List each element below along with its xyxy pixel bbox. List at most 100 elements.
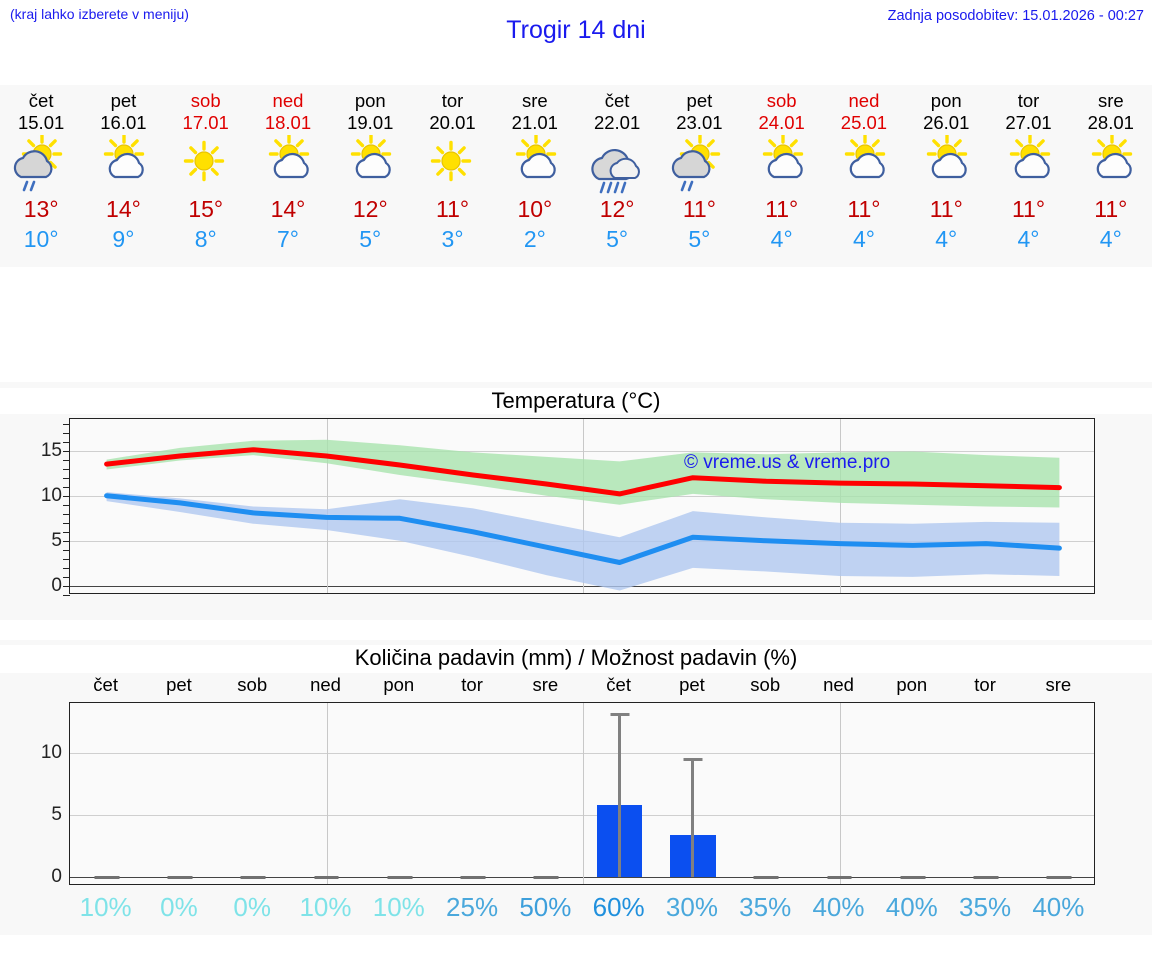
precipitation-day-label: ned: [310, 674, 341, 695]
precipitation-day-label: sre: [532, 674, 559, 695]
daily-forecast-day[interactable]: tor 27.01 11° 4°: [987, 85, 1069, 267]
precipitation-day-label: tor: [461, 674, 483, 695]
y-axis-minor-tick: [63, 567, 70, 569]
sun-cloud-icon: [494, 135, 576, 194]
temperature-range-band: [106, 492, 1060, 591]
y-axis-minor-tick: [63, 549, 70, 551]
gridline: [70, 752, 1094, 754]
day-date: 22.01: [593, 112, 641, 133]
daily-forecast-day[interactable]: sre 28.01 11° 4°: [1070, 85, 1152, 267]
precipitation-probability-label: 10%: [299, 892, 352, 922]
day-date: 15.01: [17, 112, 65, 133]
y-axis-minor-tick: [63, 522, 70, 524]
precipitation-bar: [314, 876, 339, 880]
precipitation-bar: [1046, 876, 1072, 880]
temp-min: 7°: [276, 226, 299, 252]
precipitation-bar: [973, 876, 999, 880]
temp-max: 14°: [270, 196, 306, 222]
day-of-week: sre: [521, 90, 548, 111]
gridline: [70, 585, 1094, 587]
precipitation-probability-label: 0%: [160, 892, 198, 922]
temp-min: 5°: [359, 226, 382, 252]
temp-min: 9°: [112, 226, 135, 252]
precipitation-chart-title: Količina padavin (mm) / Možnost padavin …: [0, 645, 1152, 673]
temp-max: 11°: [929, 196, 963, 222]
vertical-gridline: [583, 419, 584, 593]
y-axis-minor-tick: [63, 450, 70, 452]
temp-max: 11°: [1094, 196, 1128, 222]
sun-cloud-icon: [823, 135, 905, 194]
daily-forecast-day[interactable]: pon 26.01 11° 4°: [905, 85, 987, 267]
daily-forecast-day[interactable]: sob 17.01 15° 8°: [165, 85, 247, 267]
day-date: 23.01: [676, 112, 723, 133]
precipitation-probability-label: 25%: [446, 892, 499, 922]
y-axis-minor-tick: [63, 468, 70, 470]
sun-cloud-icon: [247, 135, 329, 194]
day-date: 17.01: [182, 112, 229, 133]
day-date: 25.01: [840, 112, 888, 133]
sun-cloud-icon: [82, 135, 164, 194]
precipitation-bar: [533, 876, 559, 880]
temp-min: 5°: [606, 226, 629, 252]
daily-forecast-day[interactable]: sob 24.01 11° 4°: [741, 85, 823, 267]
daily-forecast-day[interactable]: čet 15.01 13° 10°: [0, 85, 82, 267]
day-of-week: pet: [686, 90, 713, 111]
sun-cloud-rain-icon: [658, 135, 740, 194]
day-date: 26.01: [923, 112, 970, 133]
day-date: 24.01: [758, 112, 805, 133]
y-axis-minor-tick: [63, 477, 70, 479]
precipitation-probability-label: 40%: [812, 892, 865, 922]
temp-max: 11°: [682, 196, 716, 222]
y-axis-tick-label: 0: [51, 866, 62, 888]
location-menu-note[interactable]: (kraj lahko izberete v meniju): [10, 6, 189, 22]
daily-forecast-day[interactable]: sre 21.01 10° 2°: [494, 85, 576, 267]
day-of-week: čet: [28, 90, 54, 111]
precipitation-bar: [460, 876, 486, 880]
temp-max: 12°: [599, 196, 635, 222]
temperature-chart-panel: Temperatura (°C) 0 5 10 15 © vreme.us & vrem…: [0, 382, 1152, 620]
daily-forecast-day[interactable]: ned 25.01 11° 4°: [823, 85, 905, 267]
precipitation-plot-area: 0 5 10: [41, 702, 1095, 887]
precipitation-day-label: pet: [166, 674, 192, 695]
sun-cloud-rain-icon: [0, 135, 82, 194]
daily-forecast-day[interactable]: ned 18.01 14° 7°: [247, 85, 329, 267]
y-axis-tick-label: 5: [51, 529, 62, 551]
temp-max: 11°: [1011, 196, 1046, 222]
precipitation-whisker: [691, 757, 695, 878]
sun-cloud-icon: [1070, 135, 1152, 194]
temp-max: 11°: [765, 196, 799, 222]
y-axis-tick-label: 0: [51, 574, 62, 596]
temp-min: 3°: [441, 226, 464, 252]
last-updated-text: Zadnja posodobitev: 15.01.2026 - 00:27: [887, 8, 1144, 24]
precipitation-day-label: čet: [93, 674, 118, 695]
day-of-week: ned: [848, 90, 880, 111]
precipitation-bar: [167, 876, 193, 880]
day-of-week: tor: [1017, 90, 1040, 111]
sun-icon: [411, 136, 493, 194]
temp-max: 10°: [517, 196, 553, 222]
sun-icon: [165, 136, 247, 194]
page-title: Trogir 14 dni: [506, 16, 646, 44]
day-of-week: čet: [604, 90, 630, 111]
daily-forecast-day[interactable]: pet 23.01 11° 5°: [658, 85, 740, 267]
y-axis-minor-tick: [63, 459, 70, 461]
gridline: [70, 450, 1094, 452]
day-of-week: sob: [190, 90, 221, 111]
precipitation-bar: [94, 876, 120, 880]
y-axis-minor-tick: [63, 513, 70, 515]
daily-forecast-day[interactable]: tor 20.01 11° 3°: [411, 85, 493, 267]
sun-cloud-icon: [987, 135, 1069, 194]
temp-min: 4°: [1017, 226, 1040, 252]
y-axis-minor-tick: [63, 486, 70, 488]
y-axis-minor-tick: [63, 558, 70, 560]
precipitation-day-label: ned: [823, 674, 854, 695]
y-axis-minor-tick: [63, 441, 70, 443]
precipitation-day-label: pon: [896, 674, 928, 695]
daily-forecast-day[interactable]: čet 22.01 12° 5°: [576, 85, 658, 267]
day-date: 19.01: [347, 112, 394, 133]
precipitation-probability-label: 40%: [885, 892, 938, 922]
y-axis-minor-tick: [63, 595, 70, 596]
daily-forecast-day[interactable]: pon 19.01 12° 5°: [329, 85, 411, 267]
daily-forecast-day[interactable]: pet 16.01 14° 9°: [82, 85, 164, 267]
temp-max: 12°: [352, 196, 388, 222]
